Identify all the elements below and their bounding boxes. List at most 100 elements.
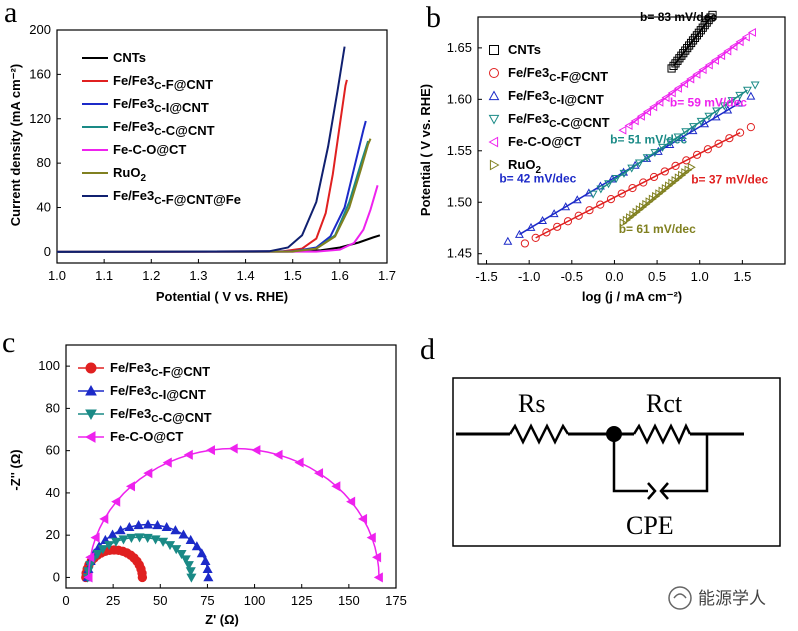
y-tick-label-b: 1.65 xyxy=(447,40,472,55)
x-tick-label-c: 25 xyxy=(106,593,120,608)
data-point-fe-c-o-ct xyxy=(346,496,356,507)
circuit-frame xyxy=(452,377,781,547)
data-point-fe-fe3c-f-cnt xyxy=(137,572,148,583)
data-point-fe-fe3c-i-cnt xyxy=(200,555,211,565)
data-point-fe-c-o-ct xyxy=(205,445,215,456)
panel-label-d: d xyxy=(420,333,435,366)
legend-label-fe-fe3c-c-cnt: Fe/Fe3C-C@CNT xyxy=(113,119,215,138)
data-point-fe-c-o-ct xyxy=(83,572,93,583)
legend-marker-cnts xyxy=(489,45,499,55)
data-point-fe-fe3c-f-cnt xyxy=(682,156,691,165)
x-tick-label-c: 0 xyxy=(62,593,69,608)
tafel-fit-fe-fe3c-c-cnt xyxy=(600,89,748,190)
data-point-fe-fe3c-f-cnt xyxy=(617,189,626,198)
chart-panel-b: -1.5 -1.0 -0.5 0.0 0.5 1.0 1.5 1.45 1.50 1.55 1.60… xyxy=(418,10,786,304)
rs-label: Rs xyxy=(518,389,545,418)
plot-frame-a xyxy=(56,29,388,264)
data-point-fe-c-o-ct xyxy=(143,468,153,479)
data-point-fe-c-o-ct xyxy=(357,513,368,524)
data-point-fe-fe3c-i-cnt xyxy=(178,529,189,539)
series-line-fe-fe3c-f-cnt-fe xyxy=(56,46,346,253)
cpe-branch-left xyxy=(612,434,648,493)
x-axis-label-b: log (j / mA cm⁻²) xyxy=(582,289,682,304)
data-point-fe-c-o-ct xyxy=(735,37,744,47)
y-tick-label-b: 1.55 xyxy=(447,143,472,158)
rct-label: Rct xyxy=(646,389,683,418)
watermark-logo-mark xyxy=(673,593,687,599)
data-point-fe-fe3c-i-cnt xyxy=(503,236,513,245)
legend-label-fe-fe3c-f-cnt: Fe/Fe3C-F@CNT xyxy=(110,360,210,379)
cpe-plate-left xyxy=(647,482,657,500)
data-point-fe-c-o-ct xyxy=(649,102,658,112)
data-point-fe-fe3c-f-cnt xyxy=(520,239,530,248)
data-point-fe-fe3c-f-cnt xyxy=(563,217,573,226)
x-tick-label-c: 175 xyxy=(385,593,407,608)
data-point-fe-fe3c-i-cnt xyxy=(142,519,154,529)
y-axis-label-a: Current density (mA cm⁻²) xyxy=(8,64,23,226)
data-point-fe-fe3c-f-cnt xyxy=(649,172,659,182)
tafel-slope-label-ruo2: b= 61 mV/dec xyxy=(619,222,696,236)
legend-marker-fe-fe3c-f-cnt xyxy=(85,362,97,374)
y-tick-label-c: 100 xyxy=(38,358,60,373)
data-point-fe-fe3c-c-cnt xyxy=(142,533,153,544)
y-tick-label-b: 1.45 xyxy=(447,246,472,261)
y-tick-label-c: 80 xyxy=(46,400,60,415)
y-tick-label-a: 80 xyxy=(37,155,51,170)
y-tick-label-a: 120 xyxy=(29,111,51,126)
x-tick-label-b: 0.5 xyxy=(648,269,666,284)
data-point-fe-fe3c-f-cnt xyxy=(639,178,648,187)
data-point-fe-c-o-ct xyxy=(667,88,676,98)
cpe-plate-right xyxy=(659,482,669,500)
data-point-fe-c-o-ct xyxy=(698,65,707,75)
x-tick-label-a: 1.7 xyxy=(378,268,396,283)
data-point-fe-fe3c-c-cnt xyxy=(596,185,606,194)
data-point-fe-fe3c-c-cnt xyxy=(118,535,129,545)
legend-label-fe-fe3c-f-cnt-fe: Fe/Fe3C-F@CNT@Fe xyxy=(113,188,241,207)
legend-label-fe-fe3c-f-cnt: Fe/Fe3C-F@CNT xyxy=(113,73,213,92)
legend-label-fe-fe3c-i-cnt: Fe/Fe3C-I@CNT xyxy=(113,96,209,115)
data-point-fe-c-o-ct xyxy=(717,51,726,61)
x-tick-label-b: 0.0 xyxy=(605,269,623,284)
legend-label-fe-c-o-ct: Fe-C-O@CT xyxy=(113,142,186,157)
data-point-fe-fe3c-f-cnt xyxy=(746,123,755,132)
data-point-ruo2 xyxy=(687,162,696,172)
data-point-cnts xyxy=(708,10,717,20)
legend-label-ruo2: RuO2 xyxy=(508,157,541,176)
data-point-fe-fe3c-i-cnt xyxy=(133,520,144,530)
watermark: 能源学人 xyxy=(668,586,766,610)
x-tick-label-a: 1.1 xyxy=(95,268,113,283)
data-point-fe-c-o-ct xyxy=(125,481,136,492)
data-point-fe-fe3c-i-cnt xyxy=(196,548,207,558)
series-line-fe-c-o-ct xyxy=(56,185,379,253)
data-point-fe-fe3c-i-cnt xyxy=(152,520,163,530)
y-axis-label-c: -Z'' (Ω) xyxy=(8,449,23,490)
data-point-fe-c-o-ct xyxy=(162,457,172,468)
legend-label-cnts: CNTs xyxy=(508,42,541,57)
data-point-fe-fe3c-f-cnt xyxy=(596,200,605,209)
x-axis-label-a: Potential ( V vs. RHE) xyxy=(156,289,288,304)
tafel-slope-label-fe-c-o-ct: b= 59 mV/dec xyxy=(670,96,747,110)
data-point-fe-c-o-ct xyxy=(661,93,670,103)
x-tick-label-c: 150 xyxy=(338,593,360,608)
data-point-fe-fe3c-i-cnt xyxy=(191,541,202,551)
data-point-fe-c-o-ct xyxy=(710,55,719,65)
data-point-fe-c-o-ct xyxy=(273,449,283,460)
legend-label-fe-fe3c-c-cnt: Fe/Fe3C-C@CNT xyxy=(110,406,212,425)
x-tick-label-a: 1.2 xyxy=(142,268,160,283)
data-point-fe-fe3c-c-cnt xyxy=(134,533,145,543)
legend-marker-fe-c-o-ct xyxy=(84,431,96,443)
data-point-fe-c-o-ct xyxy=(729,41,738,51)
data-point-fe-fe3c-f-cnt xyxy=(660,167,669,176)
data-point-fe-c-o-ct xyxy=(673,83,682,93)
data-point-fe-c-o-ct xyxy=(373,572,383,583)
data-point-fe-fe3c-c-cnt xyxy=(180,555,191,565)
legend-marker-fe-fe3c-c-cnt xyxy=(85,409,97,421)
data-point-fe-c-o-ct xyxy=(747,27,756,37)
tafel-fit-fe-c-o-ct xyxy=(628,36,747,127)
data-point-fe-c-o-ct xyxy=(704,60,713,70)
data-point-fe-fe3c-c-cnt xyxy=(110,537,122,547)
legend-label-ruo2: RuO2 xyxy=(113,165,146,184)
data-point-fe-fe3c-c-cnt xyxy=(186,573,197,583)
plot-frame-c xyxy=(65,344,397,589)
